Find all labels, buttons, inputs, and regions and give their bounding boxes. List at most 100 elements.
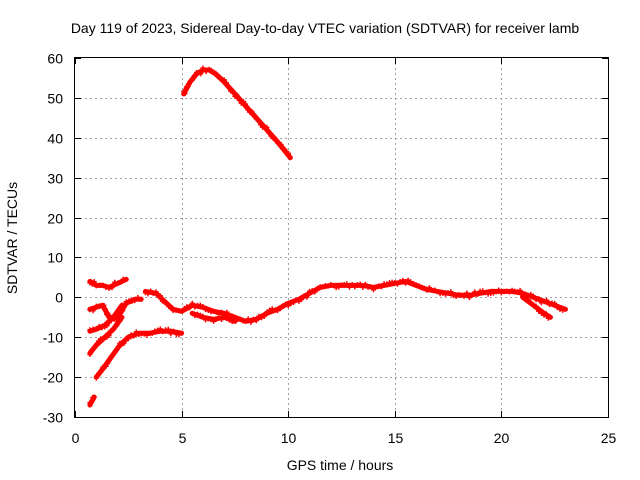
- data-point: [288, 301, 294, 307]
- data-point: [538, 300, 544, 306]
- data-point: [256, 313, 262, 319]
- data-point: [219, 309, 225, 315]
- x-tick-label: 20: [494, 430, 510, 446]
- data-point: [474, 292, 480, 297]
- data-point: [408, 279, 414, 285]
- y-tick-label: 60: [47, 51, 63, 67]
- data-point: [221, 77, 227, 83]
- data-point: [135, 295, 141, 300]
- data-point: [107, 356, 112, 362]
- data-point: [357, 281, 363, 287]
- data-point: [325, 283, 331, 289]
- data-point: [373, 284, 379, 290]
- data-point: [106, 333, 112, 339]
- data-point: [450, 293, 456, 299]
- data-point: [525, 297, 531, 302]
- data-point: [258, 122, 263, 128]
- data-point: [344, 281, 350, 287]
- series-arc-bottom: [87, 394, 97, 408]
- data-point: [109, 285, 115, 291]
- data-point: [533, 297, 539, 303]
- y-tick-label: -30: [43, 410, 63, 426]
- data-point: [395, 281, 400, 287]
- data-point: [185, 84, 191, 90]
- data-point: [530, 302, 536, 308]
- data-point: [517, 287, 523, 293]
- data-point: [103, 363, 109, 369]
- data-point: [533, 303, 539, 309]
- data-point: [301, 293, 307, 299]
- data-point: [249, 109, 255, 114]
- data-point: [480, 288, 486, 294]
- y-tick-label: -20: [43, 370, 63, 386]
- data-point: [278, 142, 284, 147]
- data-point: [286, 150, 291, 156]
- data-point: [562, 306, 568, 312]
- data-point: [93, 341, 99, 347]
- data-point: [120, 308, 126, 314]
- series-arc-dip: [189, 310, 238, 325]
- data-point: [269, 306, 275, 312]
- data-point: [285, 303, 291, 309]
- data-point: [181, 305, 187, 311]
- data-point: [400, 277, 406, 283]
- data-point: [282, 146, 288, 152]
- data-point: [299, 297, 304, 302]
- data-point: [160, 329, 166, 335]
- data-point: [560, 307, 566, 313]
- data-point: [110, 326, 116, 332]
- data-point: [121, 341, 127, 346]
- data-point: [189, 300, 195, 306]
- data-point: [267, 307, 272, 313]
- data-point: [528, 291, 534, 297]
- data-point: [213, 316, 219, 322]
- data-point: [87, 307, 93, 313]
- x-tick-label: 25: [601, 430, 617, 446]
- data-point: [464, 290, 470, 296]
- data-point: [189, 77, 195, 83]
- data-point: [171, 328, 177, 334]
- data-point: [291, 300, 296, 305]
- data-point: [405, 277, 411, 283]
- data-point: [506, 289, 512, 295]
- data-point: [434, 289, 440, 294]
- data-point: [99, 325, 105, 331]
- data-point: [266, 130, 272, 136]
- data-point: [440, 290, 446, 296]
- data-point: [368, 284, 374, 290]
- data-point: [197, 302, 203, 308]
- data-point: [280, 303, 286, 309]
- data-point: [112, 279, 118, 285]
- data-point: [547, 314, 553, 320]
- data-point: [211, 308, 217, 314]
- data-point: [520, 293, 526, 299]
- data-point: [131, 333, 137, 339]
- data-point: [153, 289, 159, 295]
- data-point: [104, 323, 110, 329]
- data-point: [221, 313, 227, 319]
- data-point: [168, 305, 174, 311]
- data-point: [191, 73, 197, 79]
- data-point: [200, 304, 206, 309]
- data-point: [101, 302, 107, 308]
- data-point: [493, 289, 499, 295]
- data-point: [133, 329, 139, 335]
- data-point: [100, 282, 106, 288]
- data-point: [264, 309, 270, 315]
- data-point: [200, 313, 206, 319]
- data-point: [426, 285, 432, 291]
- chart-title: Day 119 of 2023, Sidereal Day-to-day VTE…: [71, 20, 580, 36]
- data-point: [211, 318, 217, 324]
- data-point: [371, 287, 376, 293]
- data-point: [363, 281, 368, 287]
- data-point: [466, 295, 472, 301]
- data-point: [114, 311, 120, 317]
- data-point: [195, 311, 201, 317]
- data-point: [234, 92, 240, 98]
- data-point: [165, 326, 171, 332]
- data-point: [538, 310, 544, 316]
- data-point: [275, 308, 280, 314]
- data-point: [97, 303, 102, 309]
